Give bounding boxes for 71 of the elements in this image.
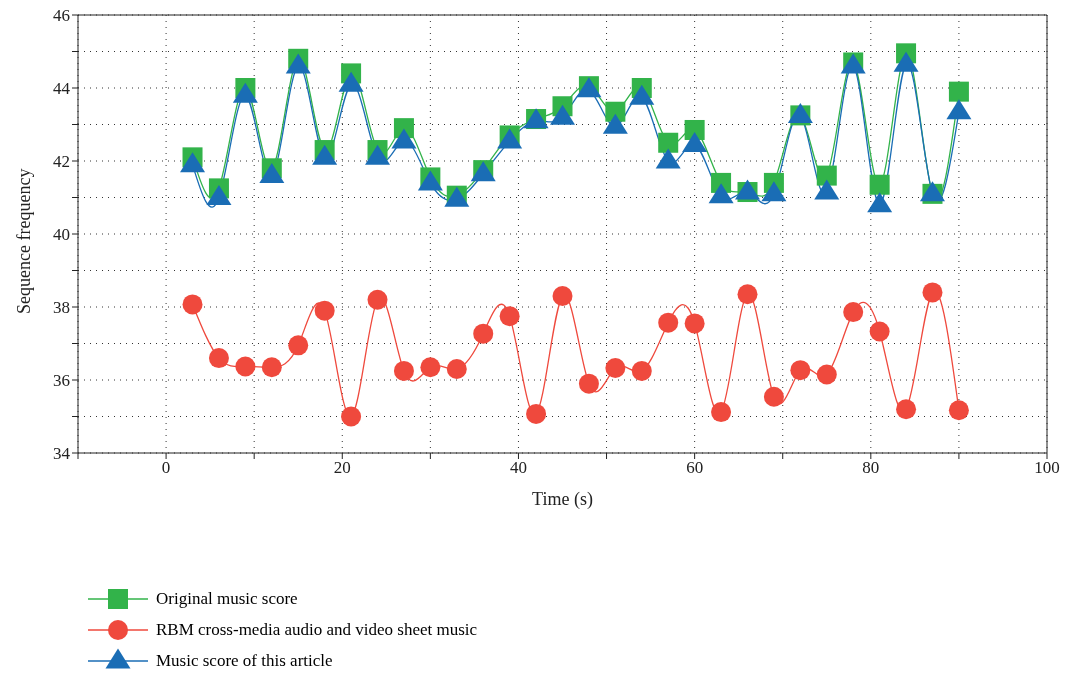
- point: [446, 359, 467, 380]
- point: [816, 165, 837, 186]
- point: [232, 82, 258, 103]
- point: [261, 357, 282, 378]
- point: [235, 356, 256, 377]
- point: [684, 313, 705, 334]
- y-tick-label: 46: [53, 6, 70, 26]
- point: [946, 99, 972, 120]
- point: [180, 152, 206, 173]
- point: [893, 51, 919, 72]
- point: [814, 179, 840, 200]
- point: [420, 357, 441, 378]
- point: [473, 323, 494, 344]
- y-tick-label: 42: [53, 152, 70, 172]
- point: [499, 306, 520, 327]
- point: [948, 81, 969, 102]
- point: [314, 300, 335, 321]
- point: [843, 302, 864, 323]
- point: [948, 400, 969, 421]
- point: [208, 348, 229, 369]
- x-tick-label: 40: [509, 458, 527, 478]
- point: [655, 148, 681, 169]
- point: [761, 181, 787, 202]
- point: [552, 286, 573, 307]
- point: [338, 71, 364, 92]
- point: [526, 403, 547, 424]
- point: [867, 192, 893, 213]
- x-tick-label: 0: [161, 458, 171, 478]
- point: [869, 174, 890, 195]
- x-tick-label: 20: [333, 458, 351, 478]
- y-tick-label: 38: [53, 298, 70, 318]
- point: [206, 185, 232, 205]
- x-tick-label: 100: [1034, 458, 1060, 478]
- point: [790, 360, 811, 381]
- y-tick-label: 36: [53, 371, 70, 391]
- point: [658, 312, 679, 333]
- point: [711, 402, 732, 423]
- point: [763, 386, 784, 407]
- point: [658, 132, 679, 153]
- point: [869, 321, 890, 342]
- point: [288, 335, 309, 356]
- x-axis-title: Time (s): [532, 489, 593, 510]
- point: [896, 399, 917, 420]
- point: [550, 104, 575, 125]
- y-tick-label: 40: [53, 225, 70, 245]
- point: [631, 360, 652, 381]
- point: [684, 119, 705, 140]
- point: [922, 282, 943, 303]
- point: [708, 183, 734, 204]
- y-axis-title: Sequence frequency: [14, 168, 35, 314]
- point: [629, 84, 655, 105]
- point: [605, 357, 626, 378]
- y-tick-label: 44: [53, 79, 71, 99]
- point: [602, 113, 628, 134]
- point: [341, 406, 362, 427]
- x-tick-label: 60: [686, 458, 704, 478]
- legend-label: Music score of this article: [156, 650, 333, 671]
- point: [182, 294, 203, 315]
- point: [393, 360, 414, 381]
- x-tick-label: 80: [862, 458, 880, 478]
- point: [578, 373, 599, 394]
- point: [259, 163, 285, 184]
- point: [816, 364, 837, 385]
- point: [737, 284, 758, 305]
- point: [391, 128, 417, 149]
- point: [682, 132, 708, 153]
- y-tick-label: 34: [53, 444, 71, 464]
- point: [285, 53, 311, 74]
- legend-label: Original music score: [156, 588, 298, 609]
- legend-label: RBM cross-media audio and video sheet music: [156, 619, 478, 640]
- point: [367, 289, 388, 310]
